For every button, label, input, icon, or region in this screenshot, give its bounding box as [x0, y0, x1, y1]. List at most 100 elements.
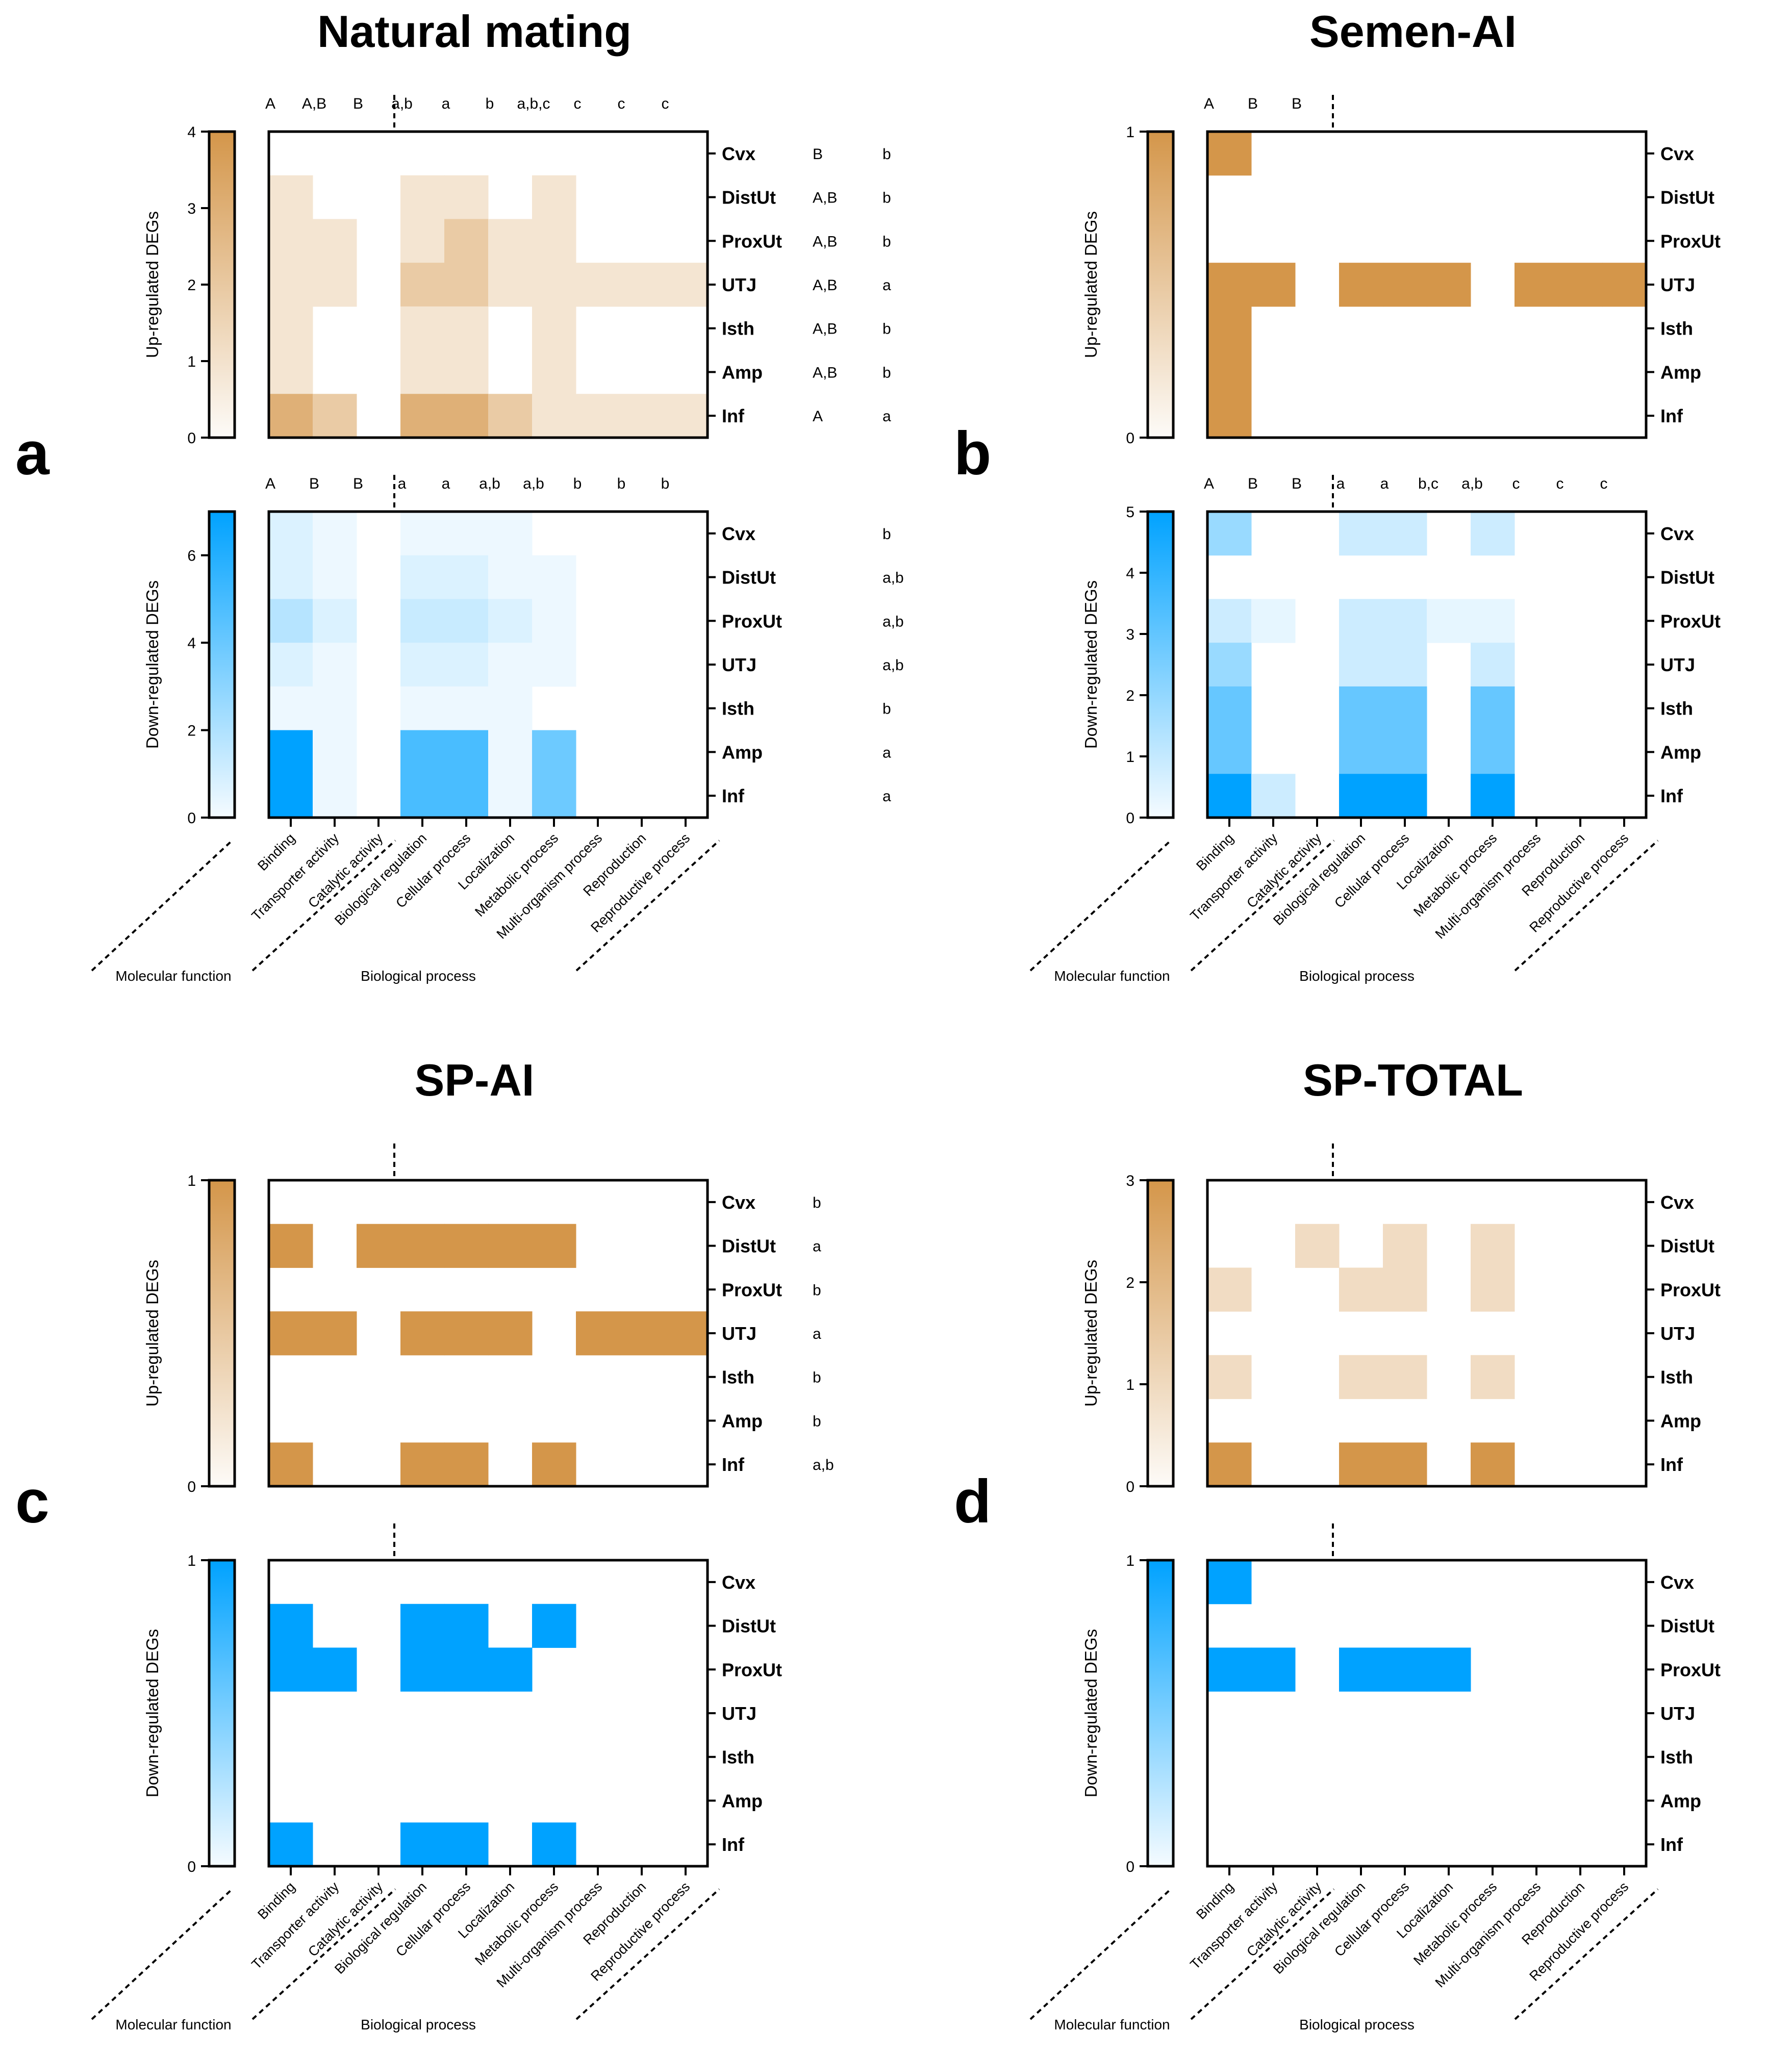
row-letter: a [813, 1238, 821, 1255]
panel-title: SP-TOTAL [1303, 1055, 1523, 1105]
row-label-cvx: Cvx [1660, 143, 1694, 164]
row-label-cvx: Cvx [722, 1192, 755, 1213]
heatmap-cell [1251, 599, 1296, 643]
column-letter: c [1556, 475, 1564, 492]
panel-letter: b [954, 419, 991, 488]
heatmap-cell [1471, 686, 1515, 731]
column-letter: B [1292, 475, 1302, 492]
group-separator [1514, 1888, 1659, 2020]
row-letter: a [813, 1326, 821, 1342]
row-label-utj: UTJ [1660, 1703, 1695, 1724]
heatmap-cell [1339, 599, 1383, 643]
heatmap-cell [1383, 263, 1427, 307]
heatmap-cell [313, 555, 357, 599]
row-label-proxut: ProxUt [722, 611, 782, 631]
row-label-distut: DistUt [722, 1616, 776, 1637]
panel-letter: c [15, 1467, 49, 1536]
row-label-proxut: ProxUt [722, 1659, 782, 1680]
row-letter: a,b [813, 1457, 834, 1473]
heatmap-cell [1383, 1442, 1427, 1487]
heatmap-cell [269, 1647, 313, 1692]
row-label-amp: Amp [722, 362, 763, 383]
biological-process-label: Biological process [1299, 2017, 1415, 2032]
column-letter: a [398, 475, 407, 492]
row-letter: a [882, 744, 891, 761]
heatmap-cell [532, 555, 576, 599]
heatmap-cell [1207, 1442, 1252, 1487]
row-label-cvx: Cvx [1660, 523, 1694, 544]
column-letter: B [1248, 475, 1258, 492]
heatmap-cell [357, 1224, 401, 1268]
heatmap-cell [444, 1442, 489, 1487]
heatmap-cell [1471, 730, 1515, 774]
column-letter: A [1204, 95, 1214, 112]
heatmap-cell [1383, 1355, 1427, 1400]
y-axis-label: Down-regulated DEGs [143, 580, 162, 749]
heatmap-cell [1339, 1442, 1383, 1487]
row-label-distut: DistUt [1660, 567, 1714, 588]
heatmap-cell [576, 1311, 620, 1356]
molecular-function-label: Molecular function [115, 968, 231, 984]
heatmap-cell [532, 643, 576, 687]
molecular-function-label: Molecular function [115, 2017, 231, 2032]
heatmap-cell [1207, 512, 1252, 556]
heatmap-cell [269, 730, 313, 774]
heatmap-cell [576, 394, 620, 438]
color-scale-bar [1146, 510, 1175, 819]
heatmap-cell [488, 263, 533, 307]
column-letter: c [1600, 475, 1608, 492]
y-axis-label: Up-regulated DEGs [1081, 1260, 1100, 1407]
row-label-amp: Amp [722, 1790, 763, 1811]
heatmap-cell [620, 1311, 664, 1356]
heatmap-cell [1339, 1647, 1383, 1692]
row-letter: b [813, 1413, 821, 1430]
heatmap-cell [1207, 774, 1252, 818]
heatmap-cell [400, 263, 445, 307]
heatmap-cell [488, 512, 533, 556]
scale-tick-label: 1 [187, 353, 196, 370]
row-label-amp: Amp [722, 1410, 763, 1431]
color-scale-bar [1146, 1559, 1175, 1868]
row-letter: b [882, 526, 891, 543]
scale-tick-label: 4 [187, 635, 196, 652]
row-label-proxut: ProxUt [1660, 231, 1721, 251]
heatmap-cell [532, 219, 576, 263]
row-label-cvx: Cvx [722, 143, 755, 164]
heatmap-cell [1207, 132, 1252, 176]
heatmap-cell [1471, 1442, 1515, 1487]
heatmap-cell [400, 599, 445, 643]
row-label-isth: Isth [722, 318, 754, 339]
heatmap-cell [1207, 686, 1252, 731]
heatmap-cell [444, 512, 489, 556]
heatmap-cell [532, 350, 576, 394]
row-label-isth: Isth [1660, 1747, 1693, 1768]
heatmap-cell [1471, 643, 1515, 687]
row-label-cvx: Cvx [722, 1572, 755, 1593]
row-label-isth: Isth [1660, 1367, 1693, 1388]
row-letter: A,B [813, 321, 837, 338]
panel-letter: a [15, 419, 50, 488]
row-label-isth: Isth [1660, 698, 1693, 719]
heatmap-cell [532, 599, 576, 643]
up-regulated-block: Cvx b DistUt a ProxUt b UTJ a Isth b Amp b Inf a,b 0 1 U… [143, 1143, 834, 1495]
color-scale-bar [208, 1179, 236, 1488]
scale-tick-label: 2 [187, 723, 196, 740]
row-label-cvx: Cvx [1660, 1192, 1694, 1213]
row-letter: b [813, 1282, 821, 1299]
row-label-proxut: ProxUt [1660, 1659, 1721, 1680]
scale-tick-label: 0 [187, 430, 196, 447]
heatmap-cell [664, 394, 708, 438]
heatmap-cell [444, 599, 489, 643]
scale-tick-label: 0 [187, 810, 196, 827]
heatmap-cell [1383, 774, 1427, 818]
heatmap-cell [488, 599, 533, 643]
row-letter: a,b [882, 570, 904, 587]
heatmap-cell [532, 730, 576, 774]
y-axis-label: Down-regulated DEGs [1081, 580, 1100, 749]
heatmap-cell [269, 219, 313, 263]
heatmap-cell [444, 774, 489, 818]
heatmap-cell [664, 1311, 708, 1356]
row-letter: A [813, 408, 823, 425]
heatmap-cell [1251, 1647, 1296, 1692]
heatmap-cell [269, 599, 313, 643]
